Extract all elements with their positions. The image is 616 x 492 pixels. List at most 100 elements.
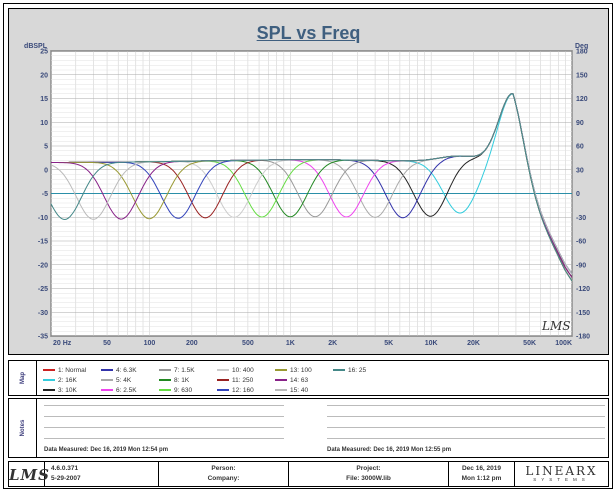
legend-item: 6: 2.5K (101, 385, 137, 395)
y-tick-label: 5 (44, 144, 48, 151)
y2-tick-label: 180 (576, 49, 588, 56)
legend-label: 16: 25 (348, 366, 367, 374)
legend-item: 1: Normal (43, 365, 86, 375)
y2-tick-label: 90 (576, 120, 584, 127)
footer-bar: LMS 4.6.0.371 5-29-2007 Person: Company:… (8, 461, 609, 487)
chart-title: SPL vs Freq (256, 23, 361, 43)
y2-tick-label: 30 (576, 167, 584, 174)
brand-subtitle: SYSTEMS (533, 477, 590, 482)
report-frame: SPL vs Freq dBSPL Deg 25 20 15 10 5 0 -5 -10 -15 -2… (3, 3, 613, 489)
version: 4.6.0.371 (51, 465, 79, 472)
x-tick-label: 20K (467, 340, 480, 347)
legend-swatch (101, 379, 113, 381)
legend-item: 3: 10K (43, 385, 77, 395)
legend-label: 14: 63 (290, 376, 309, 384)
note-line (44, 405, 284, 406)
x-tick-label: 50K (523, 340, 536, 347)
y-tick-label: 25 (40, 49, 48, 56)
legend-swatch (217, 369, 229, 371)
legend-swatch (159, 389, 171, 391)
legend-swatch (43, 369, 55, 371)
y2-tick-label: -180 (576, 334, 590, 341)
y2-axis-label: Deg (575, 43, 588, 50)
lms-logo: LMS (9, 466, 50, 484)
legend-item: 16: 25 (333, 365, 366, 375)
y2-tick-label: 0 (576, 191, 580, 198)
legend-swatch (275, 379, 287, 381)
y-tick-label: -5 (42, 191, 48, 198)
note-line (327, 405, 605, 406)
legend-label: 3: 10K (58, 386, 77, 394)
legend-label: 4: 6.3K (116, 366, 137, 374)
y-tick-label: 20 (40, 72, 48, 79)
y-tick-label: -35 (38, 334, 48, 341)
legend-swatch (333, 369, 345, 371)
y-tick-label: -10 (38, 215, 48, 222)
lms-watermark: LMS (541, 319, 570, 333)
footer-date-cell: Dec 16, 2019 Mon 1:12 pm (449, 462, 515, 486)
x-tick-label: 100K (555, 340, 572, 347)
legend-label: 8: 1K (174, 376, 190, 384)
legend-item: 8: 1K (159, 375, 189, 385)
legend-label: 1: Normal (58, 366, 87, 374)
legend-swatch (217, 379, 229, 381)
y2-tick-label: -150 (576, 310, 590, 317)
chart-panel: SPL vs Freq dBSPL Deg 25 20 15 10 5 0 -5 -10 -15 -2… (8, 8, 609, 355)
y2-tick-label: 60 (576, 144, 584, 151)
legend-item: 2: 16K (43, 375, 77, 385)
note-line (44, 416, 284, 417)
x-tick-label: 5K (384, 340, 393, 347)
footer-person-cell: Person: Company: (159, 462, 289, 486)
y2-tick-label: -30 (576, 215, 586, 222)
legend-label: 7: 1.5K (174, 366, 195, 374)
y-tick-label: -15 (38, 239, 48, 246)
notes-label: Notes (19, 419, 26, 437)
legend-item: 7: 1.5K (159, 365, 195, 375)
y2-tick-label: -90 (576, 262, 586, 269)
project-label: Project: (356, 465, 381, 472)
y-tick-label: -25 (38, 286, 48, 293)
y-tick-label: 10 (40, 120, 48, 127)
x-tick-label: 200 (186, 340, 198, 347)
footer-logo-cell: LMS (9, 462, 50, 486)
y-tick-label: 0 (44, 167, 48, 174)
note-line (44, 438, 284, 439)
note-line (327, 438, 605, 439)
person-label: Person: (211, 465, 236, 472)
legend-item: 9: 630 (159, 385, 192, 395)
x-tick-label: 20 Hz (53, 340, 72, 347)
x-tick-label: 50 (103, 340, 111, 347)
legend-swatch (275, 389, 287, 391)
legend-swatch (43, 379, 55, 381)
legend-label: 15: 40 (290, 386, 309, 394)
footer-date: Dec 16, 2019 (461, 465, 502, 472)
legend-label: 5: 4K (116, 376, 132, 384)
legend-item: 5: 4K (101, 375, 131, 385)
legend-label: 12: 160 (232, 386, 254, 394)
y-axis-label: dBSPL (24, 43, 48, 50)
x-tick-label: 2K (328, 340, 337, 347)
legend-label: 6: 2.5K (116, 386, 137, 394)
footer-version-cell: 4.6.0.371 5-29-2007 (45, 462, 159, 486)
legend-map: Map 1: Normal 2: 16K 3: 10K 4: 6.3K 5: 4K 6: … (8, 360, 609, 396)
legend-label: 11: 250 (232, 376, 254, 384)
y-tick-label: 15 (40, 96, 48, 103)
company-label: Company: (207, 475, 240, 482)
notes-panel: Notes Data Measured: Dec 16, 2019 Mon 12… (8, 398, 609, 458)
legend-swatch (43, 389, 55, 391)
measured-right: Data Measured: Dec 16, 2019 Mon 12:55 pm (327, 447, 452, 453)
legend-swatch (101, 369, 113, 371)
note-line (327, 427, 605, 428)
y-tick-label: -30 (38, 310, 48, 317)
legend-label: 2: 16K (58, 376, 77, 384)
note-line (44, 427, 284, 428)
y2-tick-label: -120 (576, 286, 590, 293)
note-line (327, 416, 605, 417)
x-tick-label: 500 (242, 340, 254, 347)
legend-label: 9: 630 (174, 386, 193, 394)
footer-project-cell: Project: File: 3000W.lib (289, 462, 449, 486)
x-tick-label: 1K (286, 340, 295, 347)
file-label: File: 3000W.lib (346, 475, 391, 482)
brand-logo: LINEARX (525, 464, 598, 478)
legend-item: 12: 160 (217, 385, 254, 395)
